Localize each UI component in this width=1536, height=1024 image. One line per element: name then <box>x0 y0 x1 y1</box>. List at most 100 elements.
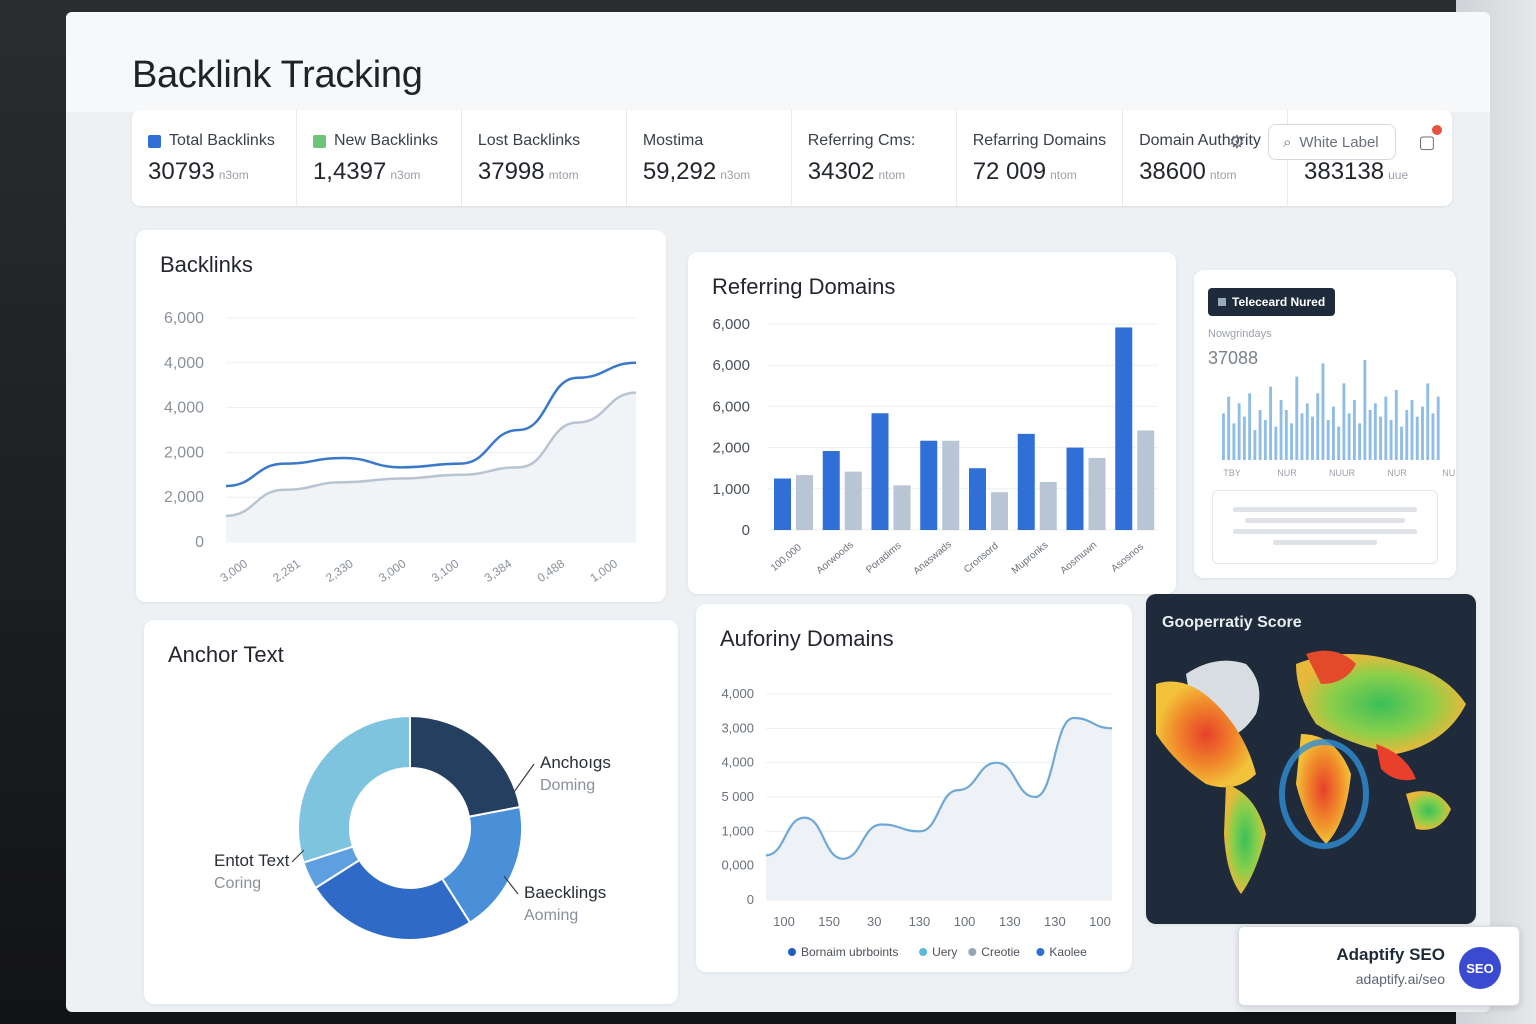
stat-value-text: 34302 <box>807 158 875 185</box>
histogram-bar <box>1337 426 1341 460</box>
series-line <box>225 391 637 518</box>
x-tick-label: Asosnos <box>1109 542 1145 575</box>
x-tick-label: 30 <box>867 914 881 929</box>
x-tick-label: 100 <box>1089 914 1111 929</box>
x-tick-label: NUUR <box>1329 468 1355 478</box>
x-tick-label: TBY <box>1223 468 1241 478</box>
stat-unit: n3om <box>390 168 421 182</box>
bar <box>844 471 862 530</box>
x-tick-label: 130 <box>909 914 931 929</box>
histogram-bar <box>1321 363 1325 460</box>
referring-domains-bar-chart: 6,000 6,000 6,000 2,000 1,000 0 100,000 Aorwood… <box>712 316 1158 577</box>
stat-label: Lost Backlinks <box>478 132 610 150</box>
geo-score-title: Gooperratiy Score <box>1162 614 1302 631</box>
histogram-bar <box>1227 396 1231 460</box>
geo-score-card: Gooperratiy Score <box>1146 594 1476 924</box>
y-tick-label: 0 <box>195 534 204 551</box>
stat-label: Mostima <box>643 132 775 150</box>
y-tick-label: 6,000 <box>712 398 750 415</box>
y-tick-label: 3,000 <box>721 720 754 735</box>
stat-value: 59,292 n3om <box>643 158 775 186</box>
bar <box>1066 447 1084 530</box>
histogram-bar <box>1394 390 1398 460</box>
histogram-bar <box>1290 423 1293 460</box>
histogram-bar <box>1389 420 1393 460</box>
histogram-bar <box>1237 403 1241 460</box>
stat-value-text: 37998 <box>477 158 545 185</box>
histogram-bar <box>1258 410 1262 460</box>
y-tick-label: 0,000 <box>721 858 754 873</box>
y-tick-label: 4,000 <box>164 355 204 372</box>
donut-slice <box>314 858 472 941</box>
world-heatmap <box>1156 650 1466 894</box>
histogram-bar <box>1342 383 1346 460</box>
bar <box>942 440 960 530</box>
y-tick-label: 0 <box>747 892 754 907</box>
donut-label-sub: Coring <box>214 875 261 892</box>
y-tick-label: 6,000 <box>164 310 204 327</box>
stat-value: 383138 uue <box>1304 158 1436 186</box>
histogram-bar <box>1305 403 1309 460</box>
stat-value: 34302 ntom <box>808 158 940 186</box>
x-tick-label: Aosmuwn <box>1059 540 1100 577</box>
histogram-bar <box>1232 423 1236 460</box>
toolbar-icons: ⚙ ⌕ White Label ▢ <box>1224 124 1442 160</box>
stat-color-square-icon <box>312 134 326 148</box>
tag-square-icon <box>1218 298 1226 306</box>
stat-label-text: Total Backlinks <box>169 132 275 149</box>
legend-label: Kaolee <box>1049 945 1087 959</box>
watermark-name: Adaptify SEO <box>1336 945 1445 964</box>
bar <box>774 478 791 530</box>
stat-label-text: Mostima <box>642 132 704 149</box>
donut-label-sub: Doming <box>540 777 595 794</box>
authority-domains-title: Auforiny Domains <box>720 626 894 651</box>
donut-leader-line <box>503 875 519 895</box>
stat-value-text: 59,292 <box>642 158 717 185</box>
histogram-subtitle: Nowgrindays <box>1208 328 1272 340</box>
adaptify-watermark[interactable]: Adaptify SEO adaptify.ai/seo SEO <box>1238 926 1520 1006</box>
watermark-url: adaptify.ai/seo <box>1355 971 1445 987</box>
histogram-bar <box>1311 416 1314 460</box>
settings-icon[interactable]: ⚙ <box>1228 131 1246 152</box>
histogram-bar <box>1352 400 1356 460</box>
backlinks-title: Backlinks <box>160 252 253 277</box>
y-tick-label: 6,000 <box>712 316 750 333</box>
y-tick-label: 2,000 <box>164 444 204 461</box>
y-tick-label: 0 <box>742 522 750 539</box>
bar <box>969 468 986 530</box>
histogram-bar <box>1347 413 1351 460</box>
stat-unit: mtom <box>548 168 579 182</box>
stat-label-text: Referring Cms: <box>807 132 916 149</box>
histogram-card: Teleceard Nured Nowgrindays 37088 TBY NUR… <box>1194 270 1456 578</box>
histogram-tag-text: Teleceard Nured <box>1232 295 1326 309</box>
stat-label: Domain Authority <box>1139 132 1271 150</box>
stat-value: 30793 n3om <box>148 158 280 186</box>
x-tick-label: 150 <box>818 914 840 929</box>
legend-label: Bornaim ubrboints <box>801 945 898 959</box>
legend-dot-icon <box>788 948 796 956</box>
stat-label-text: Lost Backlinks <box>477 132 581 149</box>
highlight-ring <box>1279 739 1369 849</box>
map-region-australia <box>1406 791 1451 830</box>
x-tick-label: Poradims <box>864 540 903 576</box>
page-title: Backlink Tracking <box>132 54 423 96</box>
histogram-bar <box>1384 396 1388 460</box>
x-tick-label: NUR <box>1442 468 1456 478</box>
stat-item: Refarring Domains 72 009 ntom <box>957 110 1124 206</box>
histogram-bar <box>1379 416 1383 460</box>
donut-leader-line <box>513 763 535 793</box>
histogram-bar <box>1436 396 1440 460</box>
bar <box>822 451 840 530</box>
notification-icon[interactable]: ▢ <box>1414 125 1442 155</box>
white-label-search[interactable]: ⌕ White Label <box>1268 124 1396 160</box>
stat-unit: n3om <box>218 168 249 182</box>
stat-value-text: 72 009 <box>972 158 1047 185</box>
legend-label: Uery <box>932 945 957 959</box>
x-tick-label: 100 <box>773 914 795 929</box>
series-area <box>226 392 636 542</box>
y-tick-label: 5 000 <box>721 789 754 804</box>
donut-leader-line <box>291 849 305 863</box>
y-tick-label: 2,000 <box>712 440 750 457</box>
x-tick-label: Cronsord <box>962 541 1001 576</box>
histogram-bar <box>1405 410 1409 460</box>
